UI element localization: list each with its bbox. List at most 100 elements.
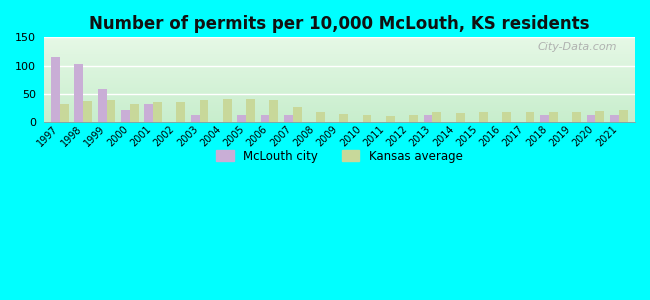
Bar	[44, 79, 635, 80]
Bar	[44, 85, 635, 86]
Bar	[44, 42, 635, 43]
Bar	[409, 115, 418, 122]
Bar	[44, 63, 635, 64]
Bar	[237, 115, 246, 122]
Bar	[44, 37, 635, 38]
Bar	[246, 99, 255, 122]
Bar	[44, 52, 635, 53]
Bar	[44, 73, 635, 74]
Bar	[44, 102, 635, 103]
Bar	[44, 48, 635, 49]
Bar	[270, 100, 278, 122]
Bar	[44, 113, 635, 114]
Bar	[44, 104, 635, 105]
Bar	[44, 87, 635, 88]
Bar	[44, 106, 635, 107]
Bar	[223, 99, 232, 122]
Bar	[44, 120, 635, 121]
Bar	[526, 112, 534, 122]
Bar	[586, 115, 595, 122]
Bar	[316, 112, 325, 122]
Bar	[44, 74, 635, 75]
Bar	[44, 109, 635, 110]
Bar	[44, 51, 635, 52]
Bar	[44, 108, 635, 109]
Title: Number of permits per 10,000 McLouth, KS residents: Number of permits per 10,000 McLouth, KS…	[89, 15, 590, 33]
Bar	[44, 76, 635, 77]
Bar	[44, 83, 635, 84]
Bar	[619, 110, 627, 122]
Bar	[610, 115, 619, 122]
Bar	[540, 115, 549, 122]
Bar	[44, 72, 635, 73]
Bar	[44, 84, 635, 85]
Bar	[549, 112, 558, 122]
Bar	[456, 113, 465, 122]
Bar	[44, 58, 635, 59]
Bar	[44, 38, 635, 39]
Bar	[44, 46, 635, 47]
Bar	[44, 62, 635, 63]
Bar	[44, 40, 635, 41]
Bar	[44, 94, 635, 95]
Bar	[44, 65, 635, 66]
Bar	[44, 44, 635, 45]
Bar	[44, 75, 635, 76]
Bar	[44, 70, 635, 71]
Bar	[44, 49, 635, 50]
Bar	[44, 82, 635, 83]
Bar	[502, 112, 511, 122]
Bar	[51, 57, 60, 122]
Bar	[44, 41, 635, 42]
Bar	[98, 89, 107, 122]
Bar	[44, 55, 635, 56]
Bar	[153, 103, 162, 122]
Bar	[284, 115, 292, 122]
Bar	[44, 56, 635, 57]
Bar	[44, 100, 635, 101]
Bar	[44, 103, 635, 104]
Bar	[44, 69, 635, 70]
Bar	[44, 71, 635, 72]
Bar	[44, 96, 635, 97]
Bar	[44, 82, 635, 83]
Bar	[44, 78, 635, 79]
Bar	[44, 64, 635, 65]
Bar	[60, 103, 69, 122]
Bar	[176, 103, 185, 122]
Bar	[44, 97, 635, 98]
Bar	[44, 88, 635, 89]
Legend: McLouth city, Kansas average: McLouth city, Kansas average	[211, 145, 467, 167]
Bar	[44, 59, 635, 60]
Bar	[44, 87, 635, 88]
Bar	[44, 89, 635, 90]
Bar	[44, 45, 635, 46]
Bar	[44, 66, 635, 67]
Bar	[44, 54, 635, 55]
Bar	[572, 112, 581, 122]
Bar	[74, 64, 83, 122]
Bar	[44, 115, 635, 116]
Bar	[44, 101, 635, 102]
Bar	[44, 121, 635, 122]
Bar	[44, 114, 635, 115]
Bar	[424, 115, 432, 122]
Bar	[363, 115, 371, 122]
Bar	[44, 117, 635, 118]
Bar	[44, 68, 635, 69]
Bar	[44, 99, 635, 100]
Bar	[44, 81, 635, 82]
Bar	[121, 110, 130, 122]
Bar	[44, 112, 635, 113]
Bar	[44, 86, 635, 87]
Bar	[44, 90, 635, 91]
Bar	[130, 103, 138, 122]
Bar	[44, 60, 635, 61]
Bar	[261, 115, 270, 122]
Bar	[44, 92, 635, 93]
Bar	[44, 91, 635, 92]
Bar	[44, 43, 635, 44]
Bar	[83, 101, 92, 122]
Bar	[386, 116, 395, 122]
Text: City-Data.com: City-Data.com	[538, 42, 618, 52]
